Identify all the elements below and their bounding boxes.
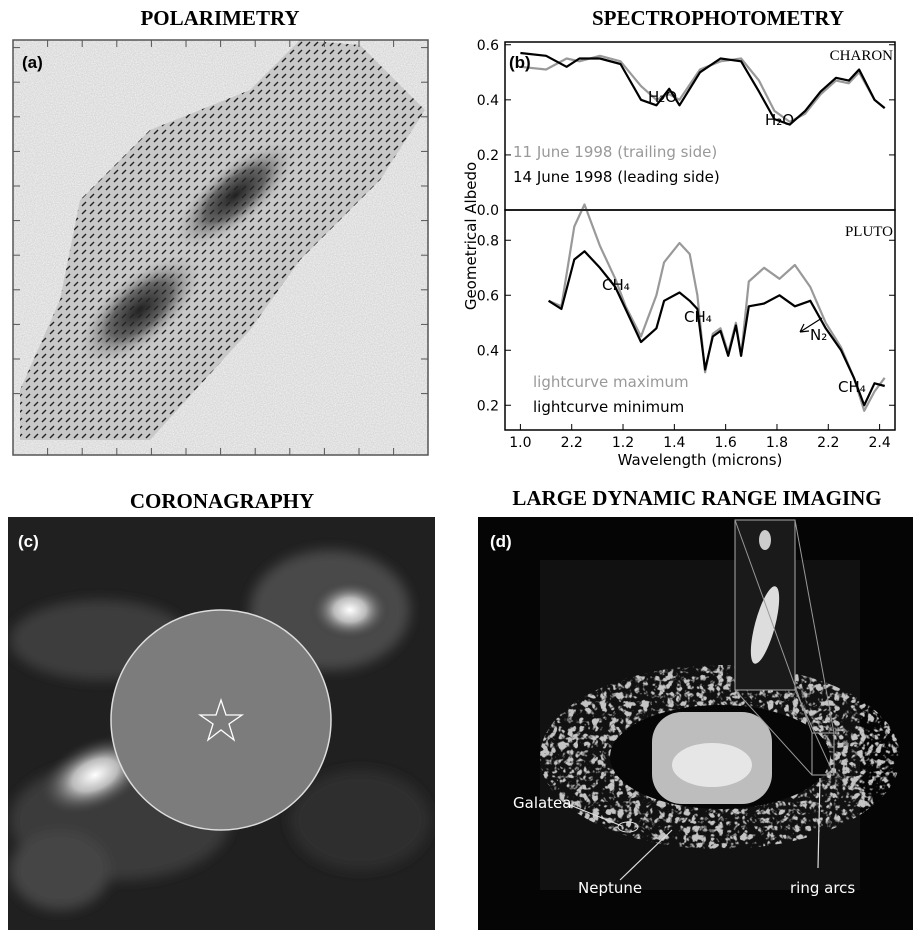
polarimetry-image [13,40,428,455]
panel-title: SPECTROPHOTOMETRY [592,6,844,30]
neptune-image [478,517,913,930]
panel-label: (a) [22,53,43,72]
panel-a: POLARIMETRY (a) [13,6,428,455]
inset-arc [759,530,771,550]
legend-entry: lightcurve maximum [533,373,689,391]
panel-title: LARGE DYNAMIC RANGE IMAGING [512,486,881,510]
panel-title: CORONAGRAPHY [130,489,314,513]
x-tick-label: 1.6 [715,435,737,451]
x-tick-label: 2.4 [868,435,890,451]
x-tick-label: 1.8 [766,435,788,451]
y-tick-label: 0.2 [477,398,499,414]
series-line [520,56,884,122]
y-tick-label: 0.8 [477,233,499,249]
annotation: N₂ [810,326,827,344]
panel-label: (c) [18,532,39,551]
x-tick-label: 1.2 [612,435,634,451]
x-tick-label: 2.2 [561,435,583,451]
panel-b: SPECTROPHOTOMETRY 0.0 0.2 0.4 0.6 11 June 19… [462,6,895,469]
annotation: PLUTO [845,224,893,240]
panel-d: LARGE DYNAMIC RANGE IMAGING (d) [478,486,913,930]
x-tick-label: 1.0 [509,435,531,451]
y-tick-label: 0.4 [477,343,499,359]
coronagraphy-image [8,517,435,930]
annotation: CH₄ [838,378,866,396]
bright-feature [310,580,390,640]
figure: POLARIMETRY (a) SPECTROPHOTOMETRY 0.0 0.2… [0,0,913,933]
callout: ring arcs [790,879,855,897]
callout: Neptune [578,879,642,897]
annotation: CH₄ [602,276,630,294]
legend-entry: 11 June 1998 (trailing side) [513,143,717,161]
x-tick-label: 1.4 [663,435,685,451]
y-tick-label: 0.0 [477,203,499,219]
annotation: CH₄ [684,308,712,326]
y-tick-label: 0.4 [477,93,499,109]
callout: Galatea [513,794,571,812]
y-tick-label: 0.6 [477,38,499,54]
legend-entry: 14 June 1998 (leading side) [513,168,720,186]
annotation: CHARON [830,48,894,64]
panel-title: POLARIMETRY [140,6,299,30]
x-tick-label: 2.2 [817,435,839,451]
neptune-highlight [672,743,752,787]
panel-c: CORONAGRAPHY (c) [8,489,435,930]
y-tick-label: 0.6 [477,288,499,304]
panel-label: (d) [490,532,512,551]
shape [10,830,110,910]
annotation: H₂O [648,88,677,106]
annotation: H₂O [765,111,794,129]
y-tick-label: 0.2 [477,148,499,164]
x-axis-label: Wavelength (microns) [618,451,783,469]
legend-entry: lightcurve minimum [533,398,684,416]
panel-label: (b) [509,53,531,72]
occulting-mask [111,610,331,830]
shape [290,770,430,870]
